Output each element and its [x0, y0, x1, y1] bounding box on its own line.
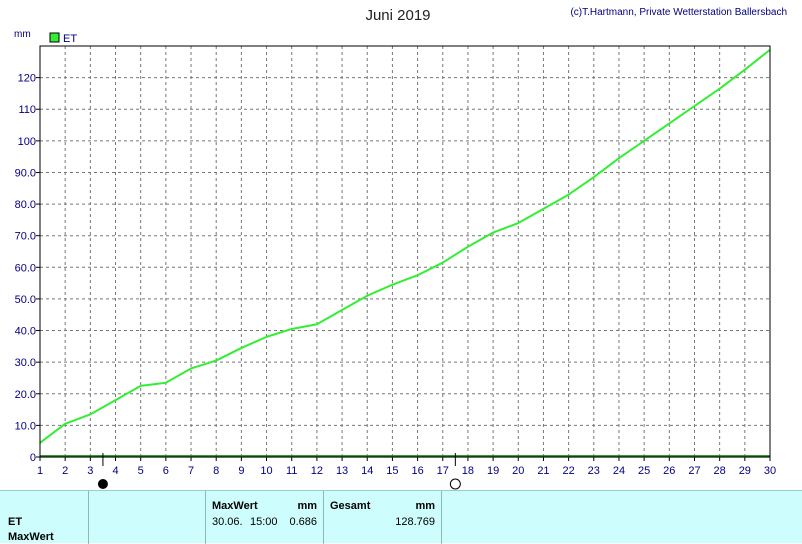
x-tick-label: 22 — [562, 465, 574, 477]
x-tick-label: 9 — [238, 465, 244, 477]
x-tick-label: 23 — [588, 465, 600, 477]
x-tick-label: 1 — [37, 465, 43, 477]
x-tick-label: 18 — [462, 465, 474, 477]
x-tick-label: 19 — [487, 465, 499, 477]
y-tick-label: 100 — [18, 136, 36, 148]
y-tick-label: 60.0 — [15, 262, 36, 274]
x-tick-label: 21 — [537, 465, 549, 477]
new-moon-icon — [97, 479, 108, 489]
y-axis-unit-label: mm — [14, 29, 31, 40]
max-date: 30.06. — [212, 516, 243, 528]
x-tick-label: 11 — [286, 465, 297, 477]
x-tick-label: 27 — [688, 465, 700, 477]
footer-row-label-et: ET — [8, 516, 23, 528]
x-tick-label: 6 — [163, 465, 169, 477]
x-tick-label: 20 — [512, 465, 524, 477]
legend-swatch-et — [49, 32, 60, 43]
series-line-et — [39, 49, 771, 444]
x-tick-label: 5 — [138, 465, 144, 477]
x-tick-label: 8 — [213, 465, 219, 477]
x-tick-label: 30 — [764, 465, 776, 477]
x-tick-label: 7 — [188, 465, 194, 477]
x-tick-label: 3 — [87, 465, 93, 477]
y-tick-label: 120 — [18, 73, 36, 85]
footer-total-column: Gesamt mm 128.769 — [324, 491, 442, 544]
max-header: MaxWert — [212, 500, 258, 512]
chart-title: Juni 2019 — [365, 7, 430, 24]
x-tick-label: 25 — [638, 465, 650, 477]
legend-label-et: ET — [63, 33, 77, 45]
plot-frame — [39, 45, 771, 458]
max-value: 0.686 — [289, 516, 317, 528]
footer-max-column: MaxWert mm 30.06. 15:00 0.686 — [206, 491, 324, 544]
footer-label-column: ET MaxWert — [0, 491, 89, 544]
footer-row-label-maxwert: MaxWert — [8, 531, 54, 543]
x-tick-label: 16 — [411, 465, 423, 477]
footer-empty-column — [89, 491, 206, 544]
y-tick-label: 40.0 — [15, 326, 36, 338]
x-tick-label: 29 — [739, 465, 751, 477]
chart: Juni 2019 (c)T.Hartmann, Private Wetters… — [14, 7, 787, 490]
y-tick-label: 0 — [30, 452, 36, 464]
y-tick-label: 20.0 — [15, 389, 36, 401]
max-unit: mm — [297, 500, 317, 512]
x-tick-label: 14 — [361, 465, 373, 477]
x-tick-label: 15 — [386, 465, 398, 477]
max-time: 15:00 — [250, 516, 278, 528]
y-tick-label: 30.0 — [15, 357, 36, 369]
x-tick-label: 4 — [112, 465, 118, 477]
x-tick-label: 17 — [437, 465, 449, 477]
full-moon-icon — [449, 478, 461, 490]
total-value: 128.769 — [395, 516, 435, 528]
total-header: Gesamt — [330, 500, 371, 512]
x-tick-label: 2 — [62, 465, 68, 477]
footer-table: ET MaxWert MaxWert mm 30.06. 15:00 0.686… — [0, 490, 802, 544]
y-tick-label: 90.0 — [15, 167, 36, 179]
x-tick-label: 12 — [311, 465, 323, 477]
x-tick-label: 26 — [663, 465, 675, 477]
x-tick-label: 28 — [714, 465, 726, 477]
total-unit: mm — [415, 500, 435, 512]
y-tick-label: 70.0 — [15, 231, 36, 243]
x-tick-label: 24 — [613, 465, 625, 477]
y-tick-label: 80.0 — [15, 199, 36, 211]
y-tick-label: 110 — [18, 104, 36, 116]
x-tick-label: 13 — [336, 465, 348, 477]
x-tick-label: 10 — [260, 465, 272, 477]
copyright-text: (c)T.Hartmann, Private Wetterstation Bal… — [570, 7, 787, 18]
y-tick-label: 50.0 — [15, 294, 36, 306]
y-tick-label: 10.0 — [15, 420, 36, 432]
